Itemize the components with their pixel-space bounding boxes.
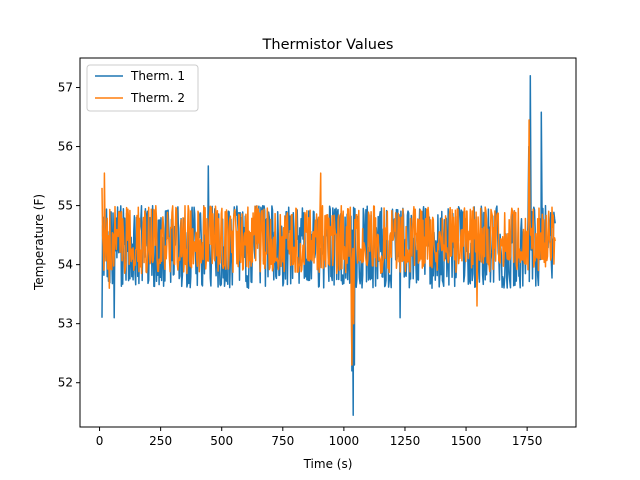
x-axis-label: Time (s)	[303, 457, 353, 471]
y-tick-label: 53	[58, 317, 73, 331]
axes-frame	[79, 57, 577, 428]
y-axis-label: Temperature (F)	[32, 194, 46, 291]
plot-area	[79, 57, 577, 428]
x-tick-label: 500	[210, 434, 233, 448]
legend: Therm. 1 Therm. 2	[86, 64, 199, 112]
x-axis-ticks: 0 250 500 750 1000 1250 1500 1750	[96, 427, 543, 448]
y-tick-label: 52	[58, 376, 73, 390]
series-line-therm-2	[101, 119, 556, 366]
x-tick-label: 1000	[329, 434, 360, 448]
x-tick-label: 250	[149, 434, 172, 448]
series-layer	[101, 74, 556, 416]
y-tick-label: 55	[58, 199, 73, 213]
y-tick-label: 54	[58, 258, 73, 272]
x-tick-label: 0	[96, 434, 104, 448]
y-axis-ticks: 52 53 54 55 56 57	[58, 81, 80, 390]
x-tick-label: 1500	[451, 434, 482, 448]
y-tick-label: 57	[58, 81, 73, 95]
legend-label-therm-2: Therm. 2	[130, 91, 185, 105]
x-tick-label: 750	[271, 434, 294, 448]
chart-title: Thermistor Values	[262, 37, 394, 53]
x-tick-label: 1250	[390, 434, 421, 448]
legend-label-therm-1: Therm. 1	[130, 69, 185, 83]
x-tick-label: 1750	[512, 434, 543, 448]
y-tick-label: 56	[58, 140, 73, 154]
